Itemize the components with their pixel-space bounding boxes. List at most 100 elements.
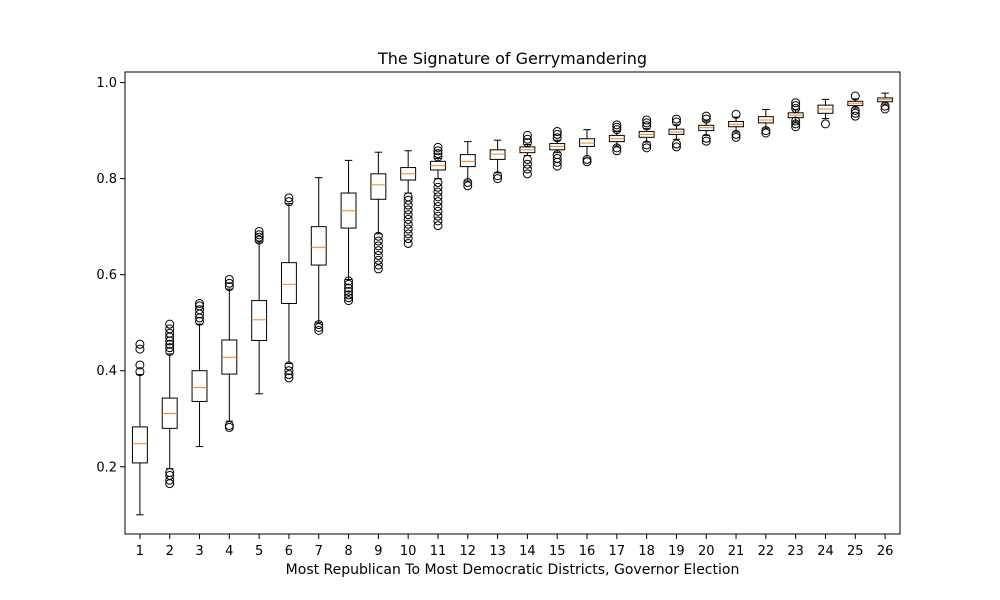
flier-point [731, 109, 741, 119]
flier-point [791, 98, 801, 108]
flier-point [403, 200, 413, 210]
flier-point [701, 114, 711, 124]
x-tick-label: 25 [847, 544, 864, 559]
flier-point [195, 305, 205, 315]
flier-point [254, 232, 264, 242]
flier-point [552, 153, 562, 163]
flier-point [850, 108, 860, 118]
box-iqr [370, 173, 387, 200]
flier-point [135, 360, 145, 370]
flier-point [433, 216, 443, 226]
box-iqr [280, 262, 297, 304]
x-tick-label: 24 [817, 544, 834, 559]
x-tick-label: 26 [877, 544, 894, 559]
flier-point [612, 143, 622, 153]
flier-point [493, 171, 503, 181]
flier-point [165, 470, 175, 480]
flier-point [522, 164, 532, 174]
flier-point [642, 143, 652, 153]
flier-point [284, 366, 294, 376]
flier-point [284, 373, 294, 383]
flier-point [403, 234, 413, 244]
flier-point [463, 177, 473, 187]
flier-point [791, 116, 801, 126]
flier-point [165, 347, 175, 357]
flier-point [195, 298, 205, 308]
x-tick-label: 3 [195, 544, 203, 559]
flier-point [552, 133, 562, 143]
box-iqr [191, 370, 208, 402]
flier-point [314, 322, 324, 332]
x-axis-label: Most Republican To Most Democratic Distr… [286, 562, 740, 578]
flier-point [135, 344, 145, 354]
flier-point [463, 181, 473, 191]
x-tick-label: 4 [225, 544, 233, 559]
flier-point [701, 136, 711, 146]
flier-point [403, 229, 413, 239]
flier-point [195, 316, 205, 326]
flier-point [552, 127, 562, 137]
flier-point [344, 286, 354, 296]
y-tick-label: 0.6 [96, 268, 117, 283]
x-tick-label: 2 [166, 544, 174, 559]
flier-point [642, 121, 652, 131]
flier-point [403, 214, 413, 224]
flier-point [671, 142, 681, 152]
x-tick-label: 8 [344, 544, 352, 559]
flier-point [880, 104, 890, 114]
x-tick-label: 23 [787, 544, 804, 559]
flier-point [671, 114, 681, 124]
flier-point [761, 128, 771, 138]
flier-point [493, 174, 503, 184]
flier-point [403, 195, 413, 205]
flier-point [791, 119, 801, 129]
flier-point [582, 157, 592, 167]
flier-point [135, 339, 145, 349]
flier-point [433, 149, 443, 159]
flier-point [552, 129, 562, 139]
flier-point [254, 226, 264, 236]
flier-point [850, 105, 860, 115]
flier-point [642, 115, 652, 125]
flier-point [403, 238, 413, 248]
flier-point [373, 264, 383, 274]
flier-point [612, 146, 622, 156]
flier-point [791, 122, 801, 132]
flier-point [373, 231, 383, 241]
box-iqr [459, 154, 476, 168]
flier-point [403, 210, 413, 220]
x-tick-label: 5 [255, 544, 263, 559]
flier-point [344, 293, 354, 303]
x-tick-label: 11 [430, 544, 447, 559]
flier-point [224, 282, 234, 292]
flier-point [284, 361, 294, 371]
x-tick-label: 20 [698, 544, 715, 559]
flier-point [612, 120, 622, 130]
x-tick-label: 1 [136, 544, 144, 559]
x-tick-label: 7 [315, 544, 323, 559]
flier-point [522, 159, 532, 169]
flier-point [731, 132, 741, 142]
flier-point [403, 192, 413, 202]
x-tick-label: 21 [728, 544, 745, 559]
flier-point [373, 236, 383, 246]
x-tick-label: 6 [285, 544, 293, 559]
flier-point [403, 219, 413, 229]
flier-point [433, 206, 443, 216]
x-tick-label: 16 [579, 544, 596, 559]
flier-point [850, 111, 860, 121]
flier-point [522, 154, 532, 164]
x-tick-label: 22 [758, 544, 775, 559]
flier-point [433, 211, 443, 221]
flier-point [433, 197, 443, 207]
flier-point [314, 325, 324, 335]
flier-point [373, 255, 383, 265]
flier-point [284, 193, 294, 203]
chart-title: The Signature of Gerrymandering [377, 49, 647, 68]
flier-point [254, 230, 264, 240]
flier-point [165, 319, 175, 329]
flier-point [433, 146, 443, 156]
x-tick-label: 15 [549, 544, 566, 559]
flier-point [224, 422, 234, 432]
plot-frame [124, 71, 901, 535]
